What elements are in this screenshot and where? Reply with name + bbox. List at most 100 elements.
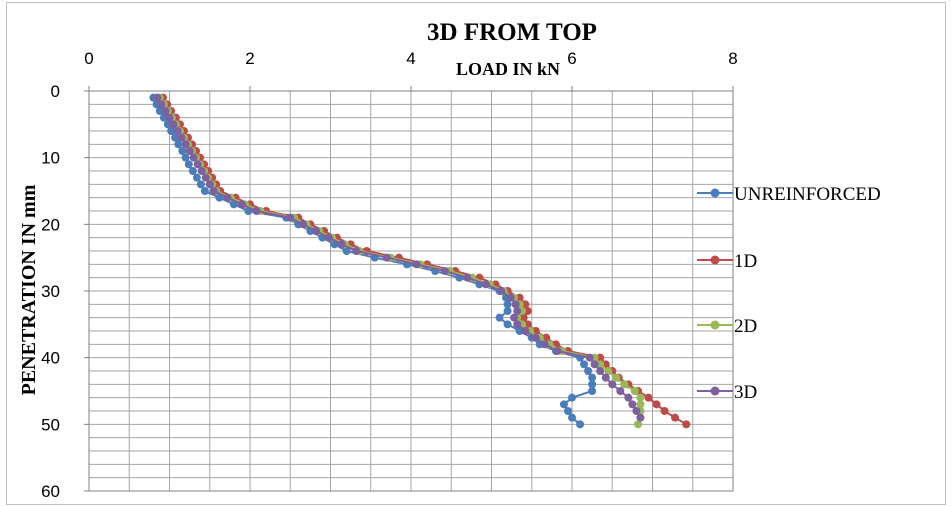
legend-marker bbox=[710, 255, 720, 265]
data-point bbox=[178, 147, 187, 155]
legend-item-unreinforced: UNREINFORCED bbox=[697, 184, 881, 205]
data-point bbox=[173, 127, 182, 135]
legend-item-3d: 3D bbox=[697, 382, 757, 403]
y-tick-label: 20 bbox=[41, 215, 60, 234]
data-point bbox=[184, 160, 193, 169]
data-point bbox=[169, 120, 178, 129]
data-point bbox=[604, 367, 613, 375]
data-point bbox=[181, 140, 190, 149]
data-point bbox=[174, 140, 183, 149]
data-point bbox=[563, 407, 572, 415]
data-point bbox=[205, 180, 214, 189]
data-point bbox=[159, 113, 168, 122]
x-tick-label: 4 bbox=[406, 49, 415, 68]
data-point bbox=[620, 380, 629, 389]
y-tick-label: 10 bbox=[41, 149, 60, 168]
data-point bbox=[636, 393, 645, 402]
data-point bbox=[628, 400, 637, 409]
data-point bbox=[201, 173, 210, 182]
data-point bbox=[608, 380, 617, 389]
data-point bbox=[671, 413, 680, 422]
data-point bbox=[188, 167, 197, 175]
y-axis-label: PENETRATION IN mm bbox=[18, 184, 40, 395]
data-point bbox=[596, 360, 605, 369]
legend-label: 2D bbox=[734, 316, 757, 337]
data-point bbox=[197, 167, 206, 175]
data-point bbox=[155, 107, 164, 115]
data-point bbox=[634, 420, 643, 429]
data-point bbox=[223, 193, 232, 202]
data-point bbox=[299, 220, 308, 229]
data-point bbox=[324, 233, 333, 242]
data-point bbox=[540, 340, 549, 349]
y-tick-label: 50 bbox=[41, 415, 60, 434]
data-point bbox=[497, 287, 506, 295]
data-point bbox=[523, 307, 532, 315]
data-point bbox=[559, 400, 568, 409]
data-point bbox=[193, 160, 202, 169]
data-point bbox=[511, 300, 520, 309]
data-point bbox=[192, 173, 201, 182]
x-axis-label: LOAD IN kN bbox=[456, 59, 560, 79]
data-point bbox=[312, 227, 321, 235]
data-point bbox=[185, 147, 194, 155]
data-point bbox=[568, 393, 576, 402]
data-point bbox=[531, 333, 540, 342]
data-point bbox=[286, 213, 295, 222]
data-point bbox=[519, 313, 528, 322]
data-point bbox=[585, 353, 594, 362]
data-point bbox=[481, 280, 490, 289]
data-point bbox=[652, 400, 661, 409]
legend-item-1d: 1D bbox=[697, 251, 757, 272]
data-point bbox=[181, 153, 190, 162]
data-point bbox=[596, 353, 605, 362]
data-point bbox=[157, 100, 166, 109]
data-point bbox=[189, 153, 198, 162]
chart-title: 3D FROM TOP bbox=[427, 19, 597, 46]
data-point bbox=[660, 407, 669, 415]
data-point bbox=[580, 360, 589, 369]
legend-label: 1D bbox=[734, 251, 757, 272]
data-point bbox=[506, 293, 515, 302]
legend-label: 3D bbox=[734, 382, 757, 403]
data-point bbox=[596, 367, 605, 375]
data-point bbox=[200, 187, 209, 195]
data-point bbox=[503, 300, 512, 309]
data-point bbox=[521, 327, 530, 335]
data-point bbox=[636, 400, 645, 409]
data-point bbox=[553, 347, 562, 355]
axes: 0 2 4 6 8 0 10 20 30 40 50 60 bbox=[41, 49, 738, 501]
data-point bbox=[513, 307, 522, 315]
x-tick-label: 8 bbox=[728, 49, 737, 68]
data-point bbox=[601, 373, 610, 382]
data-point bbox=[153, 93, 162, 102]
legend: UNREINFORCED 1D 2D 3D bbox=[697, 184, 881, 403]
x-tick-label: 0 bbox=[84, 49, 93, 68]
data-point bbox=[682, 420, 691, 429]
data-point bbox=[568, 413, 576, 422]
legend-marker bbox=[710, 320, 720, 330]
data-point bbox=[612, 373, 621, 382]
series-group bbox=[149, 93, 691, 429]
data-point bbox=[503, 307, 512, 315]
data-point bbox=[252, 207, 261, 215]
legend-label: UNREINFORCED bbox=[734, 184, 881, 205]
data-point bbox=[237, 200, 246, 209]
data-point bbox=[590, 360, 599, 369]
data-point bbox=[503, 320, 512, 329]
y-tick-label: 60 bbox=[41, 482, 60, 501]
data-point bbox=[165, 113, 174, 122]
data-point bbox=[576, 420, 585, 429]
data-point bbox=[588, 380, 597, 389]
y-tick-label: 40 bbox=[41, 349, 60, 368]
data-point bbox=[167, 127, 176, 135]
data-point bbox=[352, 247, 361, 255]
data-point bbox=[161, 107, 170, 115]
data-point bbox=[632, 407, 641, 415]
data-point bbox=[584, 367, 593, 375]
data-point bbox=[588, 373, 597, 382]
data-point bbox=[616, 387, 625, 395]
x-tick-label: 2 bbox=[245, 49, 254, 68]
data-point bbox=[636, 413, 645, 422]
